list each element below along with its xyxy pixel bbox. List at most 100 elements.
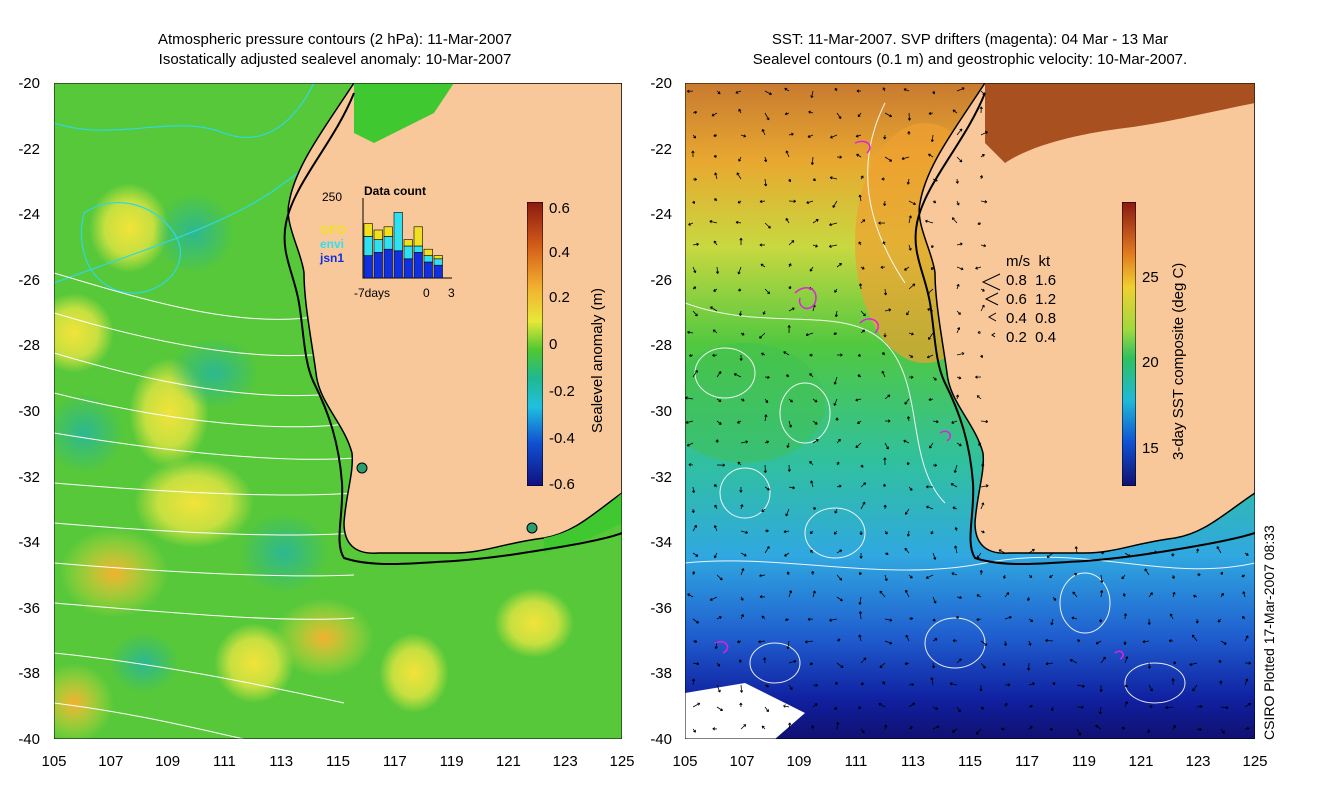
velocity-arrow: [881, 177, 886, 181]
velocity-arrow: [976, 594, 982, 598]
velocity-arrow: [834, 706, 838, 710]
velocity-arrow: [1123, 640, 1127, 645]
velocity-arrow: [1100, 656, 1106, 664]
velocity-arrow: [716, 90, 721, 95]
data-count-bar-4-envi: [403, 245, 413, 260]
velocity-arrow: [692, 702, 701, 708]
velocity-arrow: [883, 504, 887, 510]
velocity-arrow: [879, 662, 886, 669]
velocity-arrow: [932, 420, 939, 424]
velocity-arrow: [786, 374, 790, 378]
velocity-arrow: [833, 376, 838, 385]
velocity-arrow: [956, 352, 965, 356]
velocity-arrow: [903, 439, 910, 444]
left-lat-neg34: -34: [18, 534, 40, 552]
velocity-arrow: [806, 200, 814, 204]
velocity-arrow: [740, 332, 745, 336]
left-lon-113: 113: [269, 753, 294, 770]
velocity-arrow: [903, 88, 910, 92]
velocity-arrow: [925, 219, 934, 224]
velocity-arrow: [691, 150, 695, 158]
velocity-arrow: [809, 266, 814, 272]
velocity-arrow: [908, 726, 913, 730]
velocity-arrow: [857, 353, 862, 357]
velocity-arrow: [860, 266, 865, 270]
right-lon-107: 107: [729, 753, 755, 770]
velocity-arrow: [908, 574, 913, 579]
velocity-arrow: [980, 304, 985, 312]
left-title-line2: Isostatically adjusted sealevel anomaly:…: [158, 51, 512, 68]
velocity-arrow: [836, 549, 843, 554]
velocity-arrow: [975, 266, 982, 270]
velocity-arrow: [908, 200, 916, 205]
velocity-arrow: [1028, 682, 1035, 686]
velocity-arrow: [692, 134, 697, 139]
velocity-arrow: [979, 106, 983, 114]
data-count-title: Data count: [364, 184, 427, 198]
velocity-arrow: [788, 684, 793, 690]
velocity-arrow: [956, 310, 961, 315]
right-lat-neg26: -26: [650, 271, 672, 289]
velocity-arrow: [764, 486, 770, 491]
velocity-arrow: [1045, 638, 1054, 643]
left-lat-neg28: -28: [18, 337, 40, 355]
velocity-arrow: [932, 596, 937, 604]
velocity-arrow: [978, 442, 982, 446]
velocity-arrow: [857, 112, 862, 118]
velocity-arrow: [692, 200, 695, 204]
velocity-arrow: [1244, 552, 1249, 556]
velocity-arrow: [716, 420, 722, 425]
velocity-arrow: [1004, 683, 1011, 687]
velocity-arrow: [788, 263, 792, 268]
velocity-arrow: [764, 222, 771, 229]
velocity-arrow: [740, 596, 744, 601]
velocity-arrow: [716, 574, 723, 581]
left-lat-neg38: -38: [18, 665, 40, 683]
left-lon-115: 115: [326, 753, 350, 770]
velocity-arrow: [1099, 684, 1103, 692]
left-lon-121: 121: [495, 753, 521, 770]
velocity-legend-header: m/s kt: [1006, 253, 1051, 270]
velocity-arrow: [1121, 574, 1126, 580]
velocity-arrow: [1220, 640, 1227, 645]
velocity-arrow: [834, 508, 838, 514]
velocity-arrow: [691, 678, 696, 686]
data-count-bar-7-gfo: [433, 255, 443, 260]
velocity-arrow: [687, 593, 694, 598]
velocity-arrow: [737, 266, 742, 275]
velocity-arrow: [1074, 546, 1078, 554]
velocity-arrow: [713, 525, 718, 532]
velocity-arrow: [956, 128, 963, 136]
data-count-bar-7-jsn1: [433, 264, 443, 279]
velocity-arrow: [1148, 550, 1158, 554]
velocity-arrow: [906, 310, 910, 316]
right-lat-neg24: -24: [650, 206, 672, 224]
velocity-arrow: [738, 288, 742, 292]
legend-arrow-0.4: [987, 312, 997, 322]
velocity-arrow: [711, 112, 718, 117]
velocity-arrow: [685, 420, 694, 424]
velocity-arrow: [785, 618, 790, 622]
velocity-arrow: [692, 369, 698, 378]
velocity-arrow: [716, 706, 724, 712]
velocity-arrow: [1049, 574, 1054, 579]
velocity-arrow: [956, 376, 962, 380]
velocity-arrow: [1220, 571, 1224, 576]
velocity-arrow: [785, 150, 790, 158]
velocity-arrow: [788, 178, 792, 183]
velocity-arrow: [951, 572, 958, 576]
velocity-arrow: [884, 574, 888, 582]
velocity-arrow: [860, 728, 865, 734]
velocity-arrow: [884, 419, 891, 423]
velocity-arrow: [979, 175, 984, 180]
legend-arrow-0.6: [984, 292, 999, 306]
velocity-arrow: [836, 438, 841, 444]
velocity-arrow: [980, 463, 985, 467]
velocity-arrow: [901, 156, 910, 161]
velocity-arrow: [1052, 682, 1056, 686]
right-map[interactable]: [685, 83, 1255, 739]
velocity-arrow: [951, 420, 958, 424]
velocity-arrow: [1028, 640, 1032, 646]
velocity-arrow: [761, 508, 766, 513]
left-lon-117: 117: [382, 753, 407, 770]
